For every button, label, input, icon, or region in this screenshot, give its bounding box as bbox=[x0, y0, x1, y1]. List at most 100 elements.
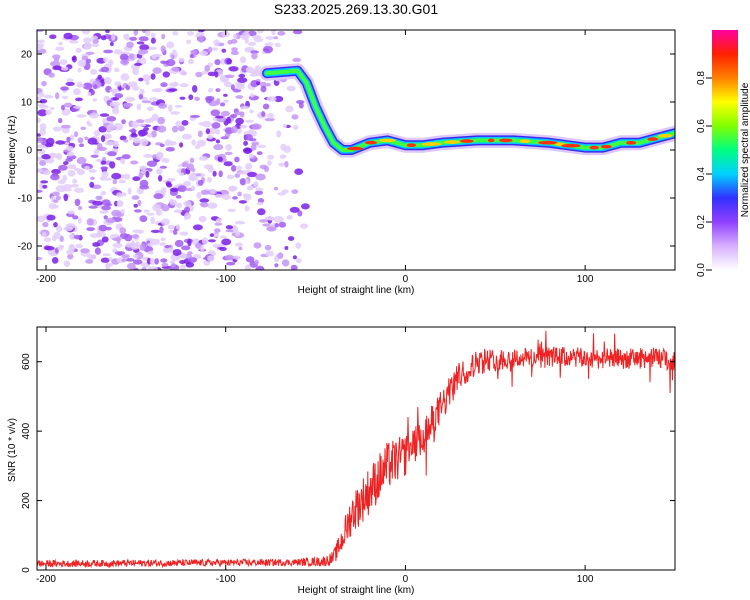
noise-blob bbox=[287, 236, 295, 241]
noise-blob bbox=[164, 139, 172, 147]
noise-blob bbox=[37, 156, 43, 161]
noise-blob bbox=[63, 226, 74, 232]
noise-blob bbox=[74, 198, 81, 207]
ridge-peak bbox=[657, 134, 673, 138]
noise-blob bbox=[55, 140, 66, 145]
noise-blob bbox=[76, 114, 87, 118]
noise-blob bbox=[105, 262, 110, 269]
noise-blob bbox=[256, 201, 264, 206]
y-tick-label: 20 bbox=[21, 50, 33, 61]
noise-blob bbox=[285, 105, 294, 113]
noise-blob bbox=[161, 218, 170, 226]
noise-blob bbox=[145, 30, 151, 37]
noise-blob bbox=[138, 36, 149, 42]
noise-blob bbox=[224, 254, 235, 261]
noise-blob bbox=[278, 162, 285, 167]
noise-blob bbox=[76, 157, 87, 165]
noise-blob bbox=[266, 82, 271, 87]
noise-blob bbox=[131, 234, 139, 239]
noise-blob bbox=[94, 247, 101, 255]
noise-blob bbox=[265, 36, 275, 40]
noise-blob bbox=[82, 82, 93, 90]
noise-blob bbox=[114, 67, 120, 73]
noise-blob bbox=[52, 126, 62, 132]
noise-blob bbox=[55, 46, 65, 51]
noise-blob bbox=[256, 30, 264, 34]
noise-blob bbox=[131, 132, 137, 136]
colorbar-tick-label: 0.8 bbox=[696, 71, 707, 85]
noise-blob bbox=[226, 116, 232, 124]
noise-blob bbox=[123, 173, 131, 180]
noise-blob bbox=[99, 210, 109, 214]
noise-blob bbox=[175, 195, 182, 199]
noise-blob bbox=[190, 49, 198, 54]
noise-blob bbox=[113, 217, 123, 222]
noise-blob bbox=[250, 143, 257, 151]
noise-blob bbox=[159, 226, 164, 234]
noise-blob bbox=[63, 193, 69, 202]
noise-blob bbox=[276, 130, 282, 138]
noise-blob bbox=[169, 187, 179, 192]
noise-blob bbox=[92, 242, 100, 247]
noise-blob bbox=[77, 137, 84, 144]
noise-blob bbox=[245, 66, 254, 74]
noise-blob bbox=[71, 183, 79, 188]
noise-blob bbox=[146, 257, 152, 265]
ridge-peak bbox=[406, 143, 417, 147]
noise-blob bbox=[220, 58, 226, 65]
noise-blob bbox=[174, 104, 183, 108]
noise-blob bbox=[141, 266, 147, 270]
noise-blob bbox=[55, 195, 61, 201]
noise-blob bbox=[103, 49, 114, 54]
noise-blob bbox=[138, 77, 144, 82]
noise-blob bbox=[105, 30, 110, 34]
noise-blob bbox=[72, 215, 79, 220]
noise-blob bbox=[257, 208, 266, 216]
noise-blob bbox=[112, 243, 123, 248]
noise-blob bbox=[93, 148, 100, 156]
noise-blob bbox=[37, 96, 42, 101]
noise-blob bbox=[207, 71, 217, 77]
noise-blob bbox=[162, 71, 170, 78]
noise-blob bbox=[100, 135, 106, 143]
noise-blob bbox=[224, 151, 233, 156]
noise-blob bbox=[89, 181, 95, 188]
colorbar-ticks: 0.0 0.2 0.4 0.6 0.8 bbox=[696, 71, 712, 277]
noise-blob bbox=[292, 255, 297, 260]
noise-blob bbox=[38, 92, 45, 98]
noise-blob bbox=[109, 41, 114, 47]
noise-blob bbox=[111, 209, 122, 217]
noise-blob bbox=[256, 81, 261, 86]
noise-blob bbox=[189, 157, 195, 163]
noise-blob bbox=[219, 247, 227, 251]
noise-blob bbox=[297, 210, 303, 217]
noise-blob bbox=[69, 134, 75, 141]
noise-blob bbox=[127, 187, 132, 195]
noise-blob bbox=[40, 180, 49, 184]
noise-blob bbox=[63, 161, 69, 166]
noise-blob bbox=[214, 71, 219, 78]
colorbar-tick-label: 0.6 bbox=[696, 119, 707, 133]
noise-blob bbox=[188, 257, 198, 263]
noise-blob bbox=[231, 126, 238, 134]
noise-blob bbox=[244, 37, 249, 44]
noise-blob bbox=[84, 41, 92, 49]
noise-blob bbox=[61, 104, 65, 111]
noise-blob bbox=[119, 227, 127, 234]
noise-blob bbox=[121, 154, 131, 160]
noise-blob bbox=[274, 223, 280, 228]
noise-blob bbox=[283, 145, 291, 153]
noise-blob bbox=[264, 117, 275, 122]
noise-blob bbox=[212, 47, 218, 51]
noise-blob bbox=[159, 165, 168, 169]
noise-blob bbox=[88, 205, 98, 209]
noise-blob bbox=[161, 33, 166, 40]
noise-blob bbox=[43, 94, 54, 99]
noise-blob bbox=[173, 229, 178, 235]
noise-blob bbox=[112, 179, 118, 185]
noise-blob bbox=[138, 123, 147, 127]
noise-blob bbox=[37, 256, 43, 261]
x-tick-label: 100 bbox=[577, 274, 594, 285]
noise-blob bbox=[254, 259, 259, 265]
